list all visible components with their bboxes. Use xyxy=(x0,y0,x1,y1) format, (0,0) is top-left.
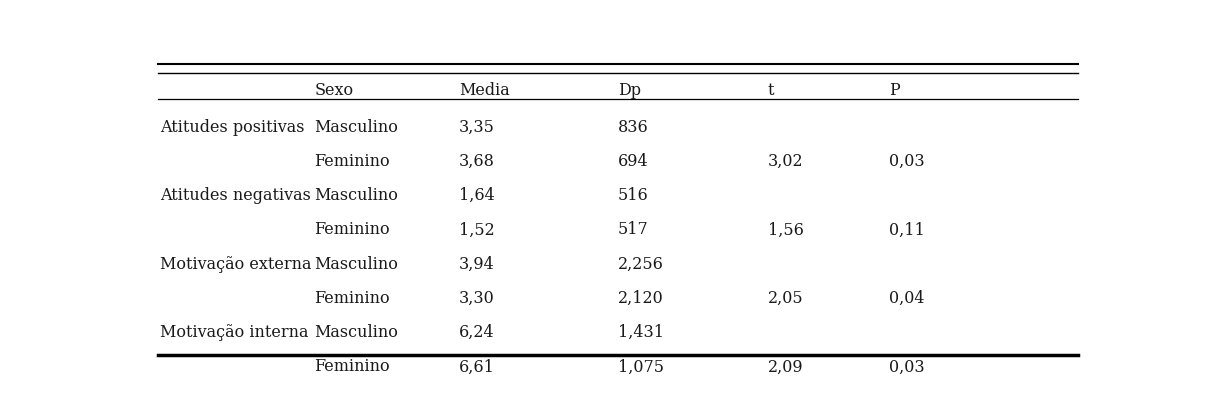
Text: 2,09: 2,09 xyxy=(768,358,803,375)
Text: 694: 694 xyxy=(619,153,649,170)
Text: Feminino: Feminino xyxy=(315,358,390,375)
Text: Feminino: Feminino xyxy=(315,290,390,307)
Text: t: t xyxy=(768,82,774,98)
Text: 1,64: 1,64 xyxy=(459,187,494,204)
Text: 1,52: 1,52 xyxy=(459,221,494,239)
Text: 6,61: 6,61 xyxy=(459,358,494,375)
Text: 516: 516 xyxy=(619,187,649,204)
Text: 2,256: 2,256 xyxy=(619,256,665,273)
Text: Dp: Dp xyxy=(619,82,642,98)
Text: 3,02: 3,02 xyxy=(768,153,803,170)
Text: 0,11: 0,11 xyxy=(889,221,925,239)
Text: 836: 836 xyxy=(619,119,649,136)
Text: 1,56: 1,56 xyxy=(768,221,803,239)
Text: Masculino: Masculino xyxy=(315,187,398,204)
Text: P: P xyxy=(889,82,900,98)
Text: Sexo: Sexo xyxy=(315,82,353,98)
Text: 6,24: 6,24 xyxy=(459,324,494,341)
Text: 0,03: 0,03 xyxy=(889,153,925,170)
Text: 3,68: 3,68 xyxy=(459,153,494,170)
Text: Motivação interna: Motivação interna xyxy=(160,324,309,341)
Text: Masculino: Masculino xyxy=(315,324,398,341)
Text: 2,120: 2,120 xyxy=(619,290,663,307)
Text: Feminino: Feminino xyxy=(315,153,390,170)
Text: Motivação externa: Motivação externa xyxy=(160,256,311,273)
Text: Atitudes positivas: Atitudes positivas xyxy=(160,119,305,136)
Text: 0,03: 0,03 xyxy=(889,358,925,375)
Text: Masculino: Masculino xyxy=(315,256,398,273)
Text: 2,05: 2,05 xyxy=(768,290,803,307)
Text: Media: Media xyxy=(459,82,510,98)
Text: 3,30: 3,30 xyxy=(459,290,494,307)
Text: Masculino: Masculino xyxy=(315,119,398,136)
Text: 3,94: 3,94 xyxy=(459,256,494,273)
Text: 3,35: 3,35 xyxy=(459,119,494,136)
Text: 1,431: 1,431 xyxy=(619,324,665,341)
Text: 517: 517 xyxy=(619,221,649,239)
Text: 1,075: 1,075 xyxy=(619,358,665,375)
Text: Atitudes negativas: Atitudes negativas xyxy=(160,187,311,204)
Text: Feminino: Feminino xyxy=(315,221,390,239)
Text: 0,04: 0,04 xyxy=(889,290,925,307)
